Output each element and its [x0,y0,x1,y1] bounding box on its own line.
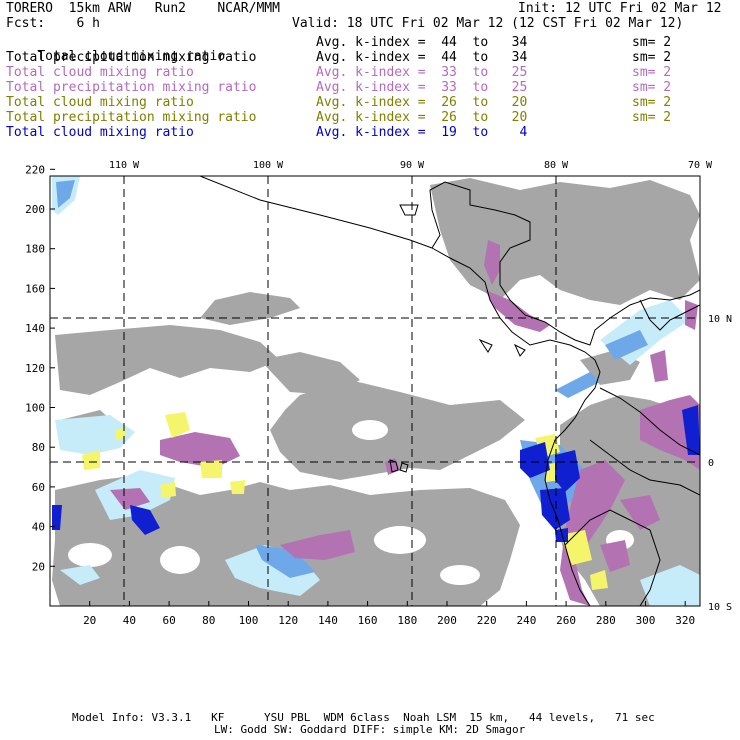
legend-kindex: Avg. k-index = 44 to 34 [316,36,527,50]
lat-labels: 10 N 0 10 S [708,314,732,613]
legend-kindex: Avg. k-index = 26 to 20 [316,111,527,125]
smoothing: sm= 2 [632,110,672,125]
field-name: Total precipitation mixing ratio [6,80,257,95]
legend-row: Total precipitation mixing ratio [6,51,256,65]
lon-label: 90 W [400,160,425,171]
x-tick-label: 200 [437,614,457,627]
lat-label: 0 [708,458,714,469]
field-name: Total cloud mixing ratio [6,125,194,140]
legend-row: Total precipitation mixing ratio [6,111,256,125]
x-tick-label: 100 [239,614,259,627]
legend-row: Total precipitation mixing ratio [6,81,256,95]
legend-kindex: Avg. k-index = 33 to 25 [316,66,527,80]
x-tick-label: 40 [123,614,136,627]
x-tick-label: 280 [596,614,616,627]
legend-sm: sm= 2 [632,111,671,125]
legend-sm: sm= 2 [632,96,671,110]
kindex-range: Avg. k-index = 26 to 20 [316,95,528,110]
legend-kindex: Avg. k-index = 19 to 4 [316,126,527,140]
x-tick-label: 260 [556,614,576,627]
x-tick-label: 220 [477,614,497,627]
legend-sm: sm= 2 [632,36,671,50]
tick-marks [50,168,686,606]
lon-label: 70 W [688,160,713,171]
kindex-range: Avg. k-index = 19 to 4 [316,125,528,140]
smoothing: sm= 2 [632,50,672,65]
field-name: Total precipitation mixing ratio [6,50,257,65]
y-tick-label: 40 [32,521,45,534]
model-physics: LW: Godd SW: Goddard DIFF: simple KM: 2D… [214,723,526,736]
lat-label: 10 S [708,602,732,613]
field-name: Total cloud mixing ratio [6,95,194,110]
x-tick-label: 20 [83,614,96,627]
kindex-range: Avg. k-index = 33 to 25 [316,65,528,80]
lat-label: 10 N [708,314,732,325]
smoothing: sm= 2 [632,65,672,80]
x-tick-label: 300 [636,614,656,627]
lon-label: 100 W [253,160,284,171]
forecast-hour: Fcst: 6 h [6,16,100,31]
model-info: Model Info: V3.3.1 KF YSU PBL WDM 6class… [72,711,655,724]
field-name: Total cloud mixing ratio [37,49,226,64]
x-tick-labels: 20 40 60 80 100 120 140 160 180 200 220 240 260 280 30… [83,614,695,627]
field-layers [52,176,700,606]
coastlines [199,176,700,606]
y-tick-label: 200 [25,203,45,216]
init-time: Init: 12 UTC Fri 02 Mar 12 [518,1,722,16]
y-tick-label: 140 [25,322,45,335]
legend-kindex: Avg. k-index = 26 to 20 [316,96,527,110]
y-tick-label: 220 [25,163,45,176]
smoothing: sm= 2 [632,35,672,50]
lon-label: 80 W [544,160,569,171]
x-tick-label: 160 [358,614,378,627]
model-title: TORERO 15km ARW Run2 NCAR/MMM [6,1,280,16]
kindex-range: Avg. k-index = 44 to 34 [316,35,528,50]
valid-time: Valid: 18 UTC Fri 02 Mar 12 (12 CST Fri … [292,16,684,31]
legend-row: Total cloud mixing ratio [6,126,194,140]
legend-sm: sm= 2 [632,66,671,80]
y-tick-label: 120 [25,362,45,375]
x-tick-label: 80 [202,614,215,627]
legend-kindex: Avg. k-index = 33 to 25 [316,81,527,95]
x-tick-label: 180 [397,614,417,627]
dark-blue-areas [52,405,700,542]
plot-frame [49,175,701,607]
smoothing: sm= 2 [632,80,672,95]
legend-kindex: Avg. k-index = 44 to 34 [316,51,527,65]
x-tick-label: 240 [516,614,536,627]
clear-holes [68,420,634,585]
y-tick-label: 80 [32,441,45,454]
x-tick-label: 320 [675,614,695,627]
x-tick-label: 120 [278,614,298,627]
legend-sm: sm= 2 [632,51,671,65]
yellow-areas [82,412,608,590]
x-tick-label: 60 [162,614,175,627]
smoothing: sm= 2 [632,95,672,110]
y-tick-label: 60 [32,481,45,494]
y-tick-label: 100 [25,402,45,415]
lon-label: 110 W [109,160,140,171]
y-tick-label: 20 [32,560,45,573]
legend-sm: sm= 2 [632,81,671,95]
y-tick-label: 160 [25,282,45,295]
y-tick-labels: 220 200 180 160 140 120 100 80 60 40 20 [25,163,45,573]
y-tick-label: 180 [25,243,45,256]
x-tick-label: 140 [318,614,338,627]
graticule [50,176,700,606]
kindex-range: Avg. k-index = 26 to 20 [316,110,528,125]
legend-row: Total cloud mixing ratio [6,96,194,110]
kindex-range: Avg. k-index = 33 to 25 [316,80,528,95]
legend-row: Total cloud mixing ratio [6,36,225,64]
kindex-range: Avg. k-index = 44 to 34 [316,50,528,65]
field-name: Total cloud mixing ratio [6,65,194,80]
legend-row: Total cloud mixing ratio [6,66,194,80]
lon-labels: 110 W 100 W 90 W 80 W 70 W [109,160,713,171]
field-name: Total precipitation mixing ratio [6,110,257,125]
